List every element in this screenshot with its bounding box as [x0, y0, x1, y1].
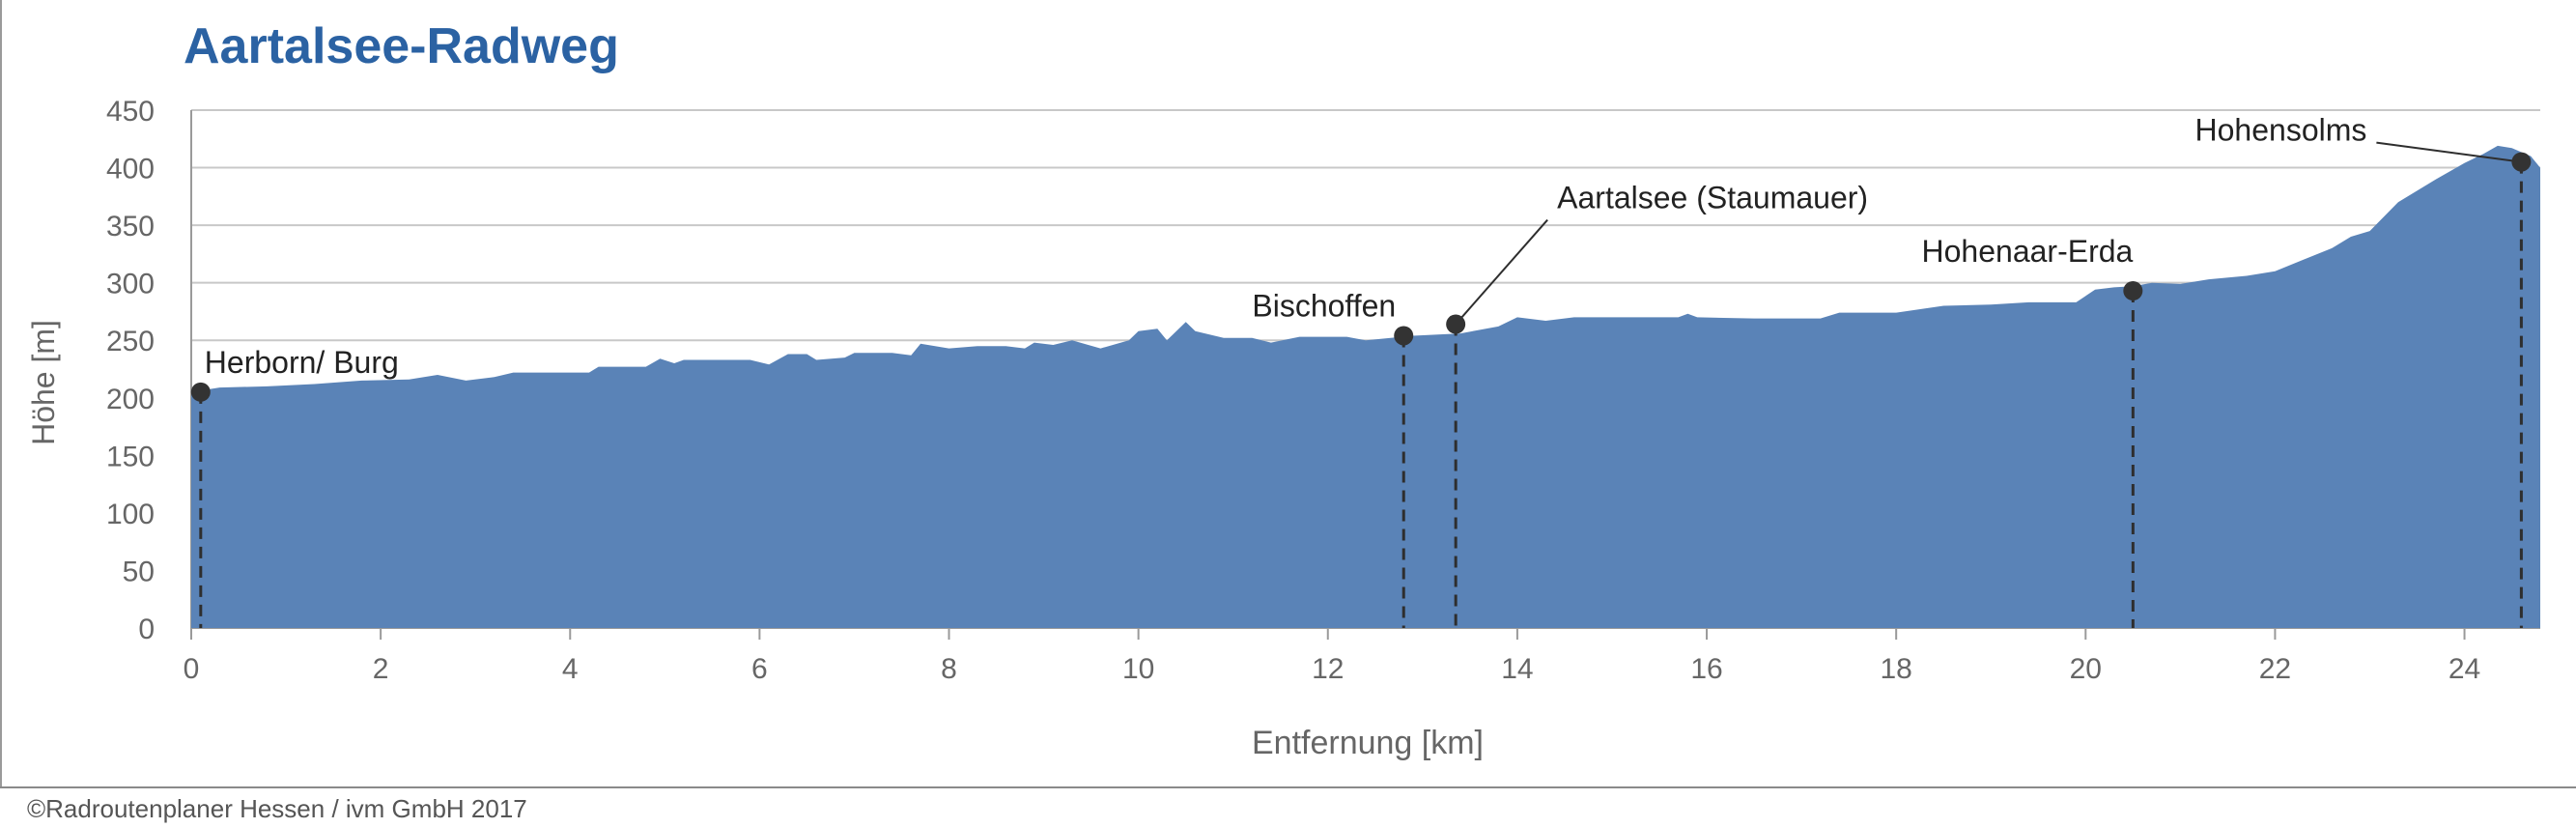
x-tick-label: 20 — [2070, 653, 2102, 685]
marker-label: Hohensolms — [2195, 113, 2367, 148]
y-tick-label: 100 — [106, 499, 155, 530]
chart-title: Aartalsee-Radweg — [184, 18, 619, 74]
marker-label: Herborn/ Burg — [205, 345, 399, 380]
x-tick-label: 16 — [1690, 653, 1722, 685]
y-tick-label: 350 — [106, 211, 155, 243]
y-tick-label: 200 — [106, 384, 155, 415]
x-tick-label: 12 — [1312, 653, 1344, 685]
x-tick-label: 6 — [751, 653, 768, 685]
x-tick-label: 8 — [941, 653, 957, 685]
x-tick-label: 4 — [562, 653, 579, 685]
y-axis-label: Höhe [m] — [26, 320, 61, 445]
x-tick-label: 2 — [373, 653, 389, 685]
marker-label: Bischoffen — [1252, 288, 1396, 323]
footer-divider — [0, 786, 2576, 788]
x-axis-label: Entfernung [km] — [1252, 725, 1484, 761]
x-tick-label: 18 — [1880, 653, 1911, 685]
y-tick-label: 450 — [106, 96, 155, 128]
elevation-area — [191, 145, 2540, 628]
copyright-text: ©Radroutenplaner Hessen / ivm GmbH 2017 — [27, 794, 527, 823]
y-tick-label: 150 — [106, 441, 155, 472]
y-tick-label: 250 — [106, 326, 155, 357]
y-tick-label: 0 — [138, 614, 155, 645]
y-tick-label: 50 — [123, 556, 155, 587]
marker-point — [2511, 152, 2532, 172]
left-border — [0, 0, 2, 786]
marker-label: Aartalsee (Staumauer) — [1557, 181, 1868, 215]
marker-point — [1394, 326, 1414, 346]
marker-point — [190, 382, 211, 402]
x-tick-label: 10 — [1122, 653, 1154, 685]
marker-label: Hohenaar-Erda — [1922, 234, 2134, 269]
waypoint-markers: Herborn/ Burg Bischoffen Aartalsee (Stauma… — [190, 113, 2532, 628]
marker-point — [2123, 281, 2143, 301]
marker-leader — [2376, 141, 2522, 163]
y-tick-label: 300 — [106, 269, 155, 300]
x-tick-label: 22 — [2259, 653, 2291, 685]
y-tick-label: 400 — [106, 154, 155, 186]
x-tick-label: 0 — [184, 653, 200, 685]
marker-point — [1446, 314, 1466, 334]
marker-leader — [1455, 218, 1548, 326]
y-axis-ticks: 0 50 100 150 200 250 300 350 400 450 — [106, 96, 155, 645]
x-tick-label: 24 — [2449, 653, 2480, 685]
x-axis-ticks: 0 2 4 6 8 10 12 14 16 18 20 22 24 — [184, 628, 2480, 685]
x-tick-label: 14 — [1501, 653, 1533, 685]
